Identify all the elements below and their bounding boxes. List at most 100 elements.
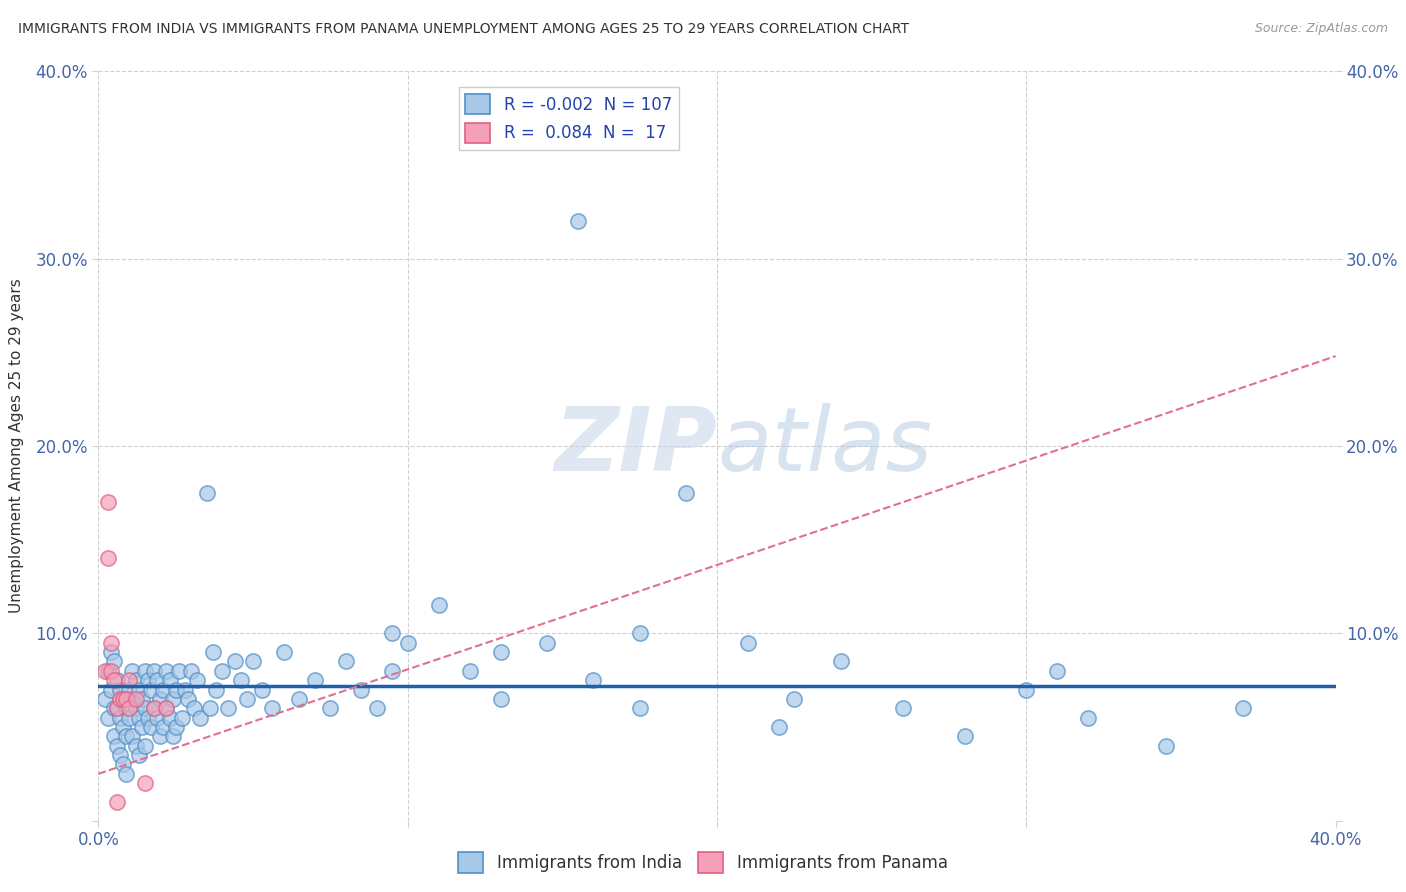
Point (143, 701, 166, 715)
Point (128, 747, 150, 762)
Point (217, 701, 239, 715)
Point (224, 655, 246, 669)
Point (1046, 664, 1069, 678)
Point (830, 655, 852, 669)
Legend: R = -0.002  N = 107, R =  0.084  N =  17: R = -0.002 N = 107, R = 0.084 N = 17 (458, 87, 679, 150)
Point (170, 710, 193, 724)
Point (427, 599, 450, 613)
Point (489, 645, 512, 659)
Point (260, 701, 283, 715)
Point (139, 720, 162, 734)
Point (105, 701, 128, 715)
Point (1015, 682, 1038, 697)
Point (891, 701, 914, 715)
Point (155, 701, 177, 715)
Point (381, 664, 404, 678)
Text: Source: ZipAtlas.com: Source: ZipAtlas.com (1254, 22, 1388, 36)
Point (146, 673, 169, 688)
Point (124, 673, 146, 688)
Point (128, 682, 150, 697)
Point (143, 664, 166, 678)
Y-axis label: Unemployment Among Ages 25 to 29 years: Unemployment Among Ages 25 to 29 years (10, 278, 24, 614)
Text: atlas: atlas (717, 403, 932, 489)
Point (139, 682, 162, 697)
Point (136, 673, 159, 688)
Point (124, 692, 146, 706)
Point (195, 486, 218, 500)
Point (1077, 710, 1099, 724)
Point (134, 664, 156, 678)
Point (103, 673, 125, 688)
Point (201, 645, 224, 659)
Point (159, 673, 181, 688)
Point (97, 495, 120, 509)
Point (152, 682, 174, 697)
Point (489, 692, 512, 706)
Point (155, 664, 177, 678)
Point (180, 664, 202, 678)
Point (319, 701, 342, 715)
Point (167, 664, 190, 678)
Point (229, 673, 252, 688)
Point (112, 692, 135, 706)
Point (143, 701, 166, 715)
Point (335, 655, 357, 669)
Point (100, 682, 122, 697)
Point (953, 730, 976, 744)
Point (205, 682, 228, 697)
Point (211, 664, 233, 678)
Point (93, 692, 115, 706)
Point (567, 214, 589, 228)
Point (1154, 739, 1177, 753)
Point (162, 730, 184, 744)
Point (105, 739, 128, 753)
Point (112, 757, 135, 772)
Point (97, 551, 120, 566)
Point (177, 692, 200, 706)
Point (737, 635, 759, 649)
Point (108, 710, 131, 724)
Point (134, 776, 156, 790)
Point (155, 701, 177, 715)
Point (121, 730, 143, 744)
Point (396, 635, 419, 649)
Point (165, 720, 187, 734)
Point (149, 730, 172, 744)
Point (366, 701, 388, 715)
Point (128, 710, 150, 724)
Point (350, 682, 373, 697)
Point (121, 692, 143, 706)
Point (112, 692, 135, 706)
Point (118, 710, 141, 724)
Point (152, 720, 174, 734)
Point (536, 635, 558, 649)
Point (458, 664, 481, 678)
Point (146, 710, 169, 724)
Point (118, 673, 141, 688)
Point (252, 682, 274, 697)
Point (115, 730, 138, 744)
Point (242, 655, 264, 669)
Point (628, 626, 651, 640)
Point (105, 795, 128, 809)
Point (97, 710, 120, 724)
Point (134, 701, 156, 715)
Point (582, 673, 605, 688)
Point (112, 720, 135, 734)
Point (118, 701, 141, 715)
Point (186, 673, 208, 688)
Legend: Immigrants from India, Immigrants from Panama: Immigrants from India, Immigrants from P… (451, 846, 955, 880)
Point (100, 645, 122, 659)
Point (118, 682, 141, 697)
Point (304, 673, 326, 688)
Point (162, 692, 184, 706)
Point (273, 645, 295, 659)
Point (103, 655, 125, 669)
Point (115, 767, 138, 781)
Text: ZIP: ZIP (554, 402, 717, 490)
Point (121, 664, 143, 678)
Point (124, 739, 146, 753)
Point (103, 730, 125, 744)
Point (108, 682, 131, 697)
Point (1232, 701, 1254, 715)
